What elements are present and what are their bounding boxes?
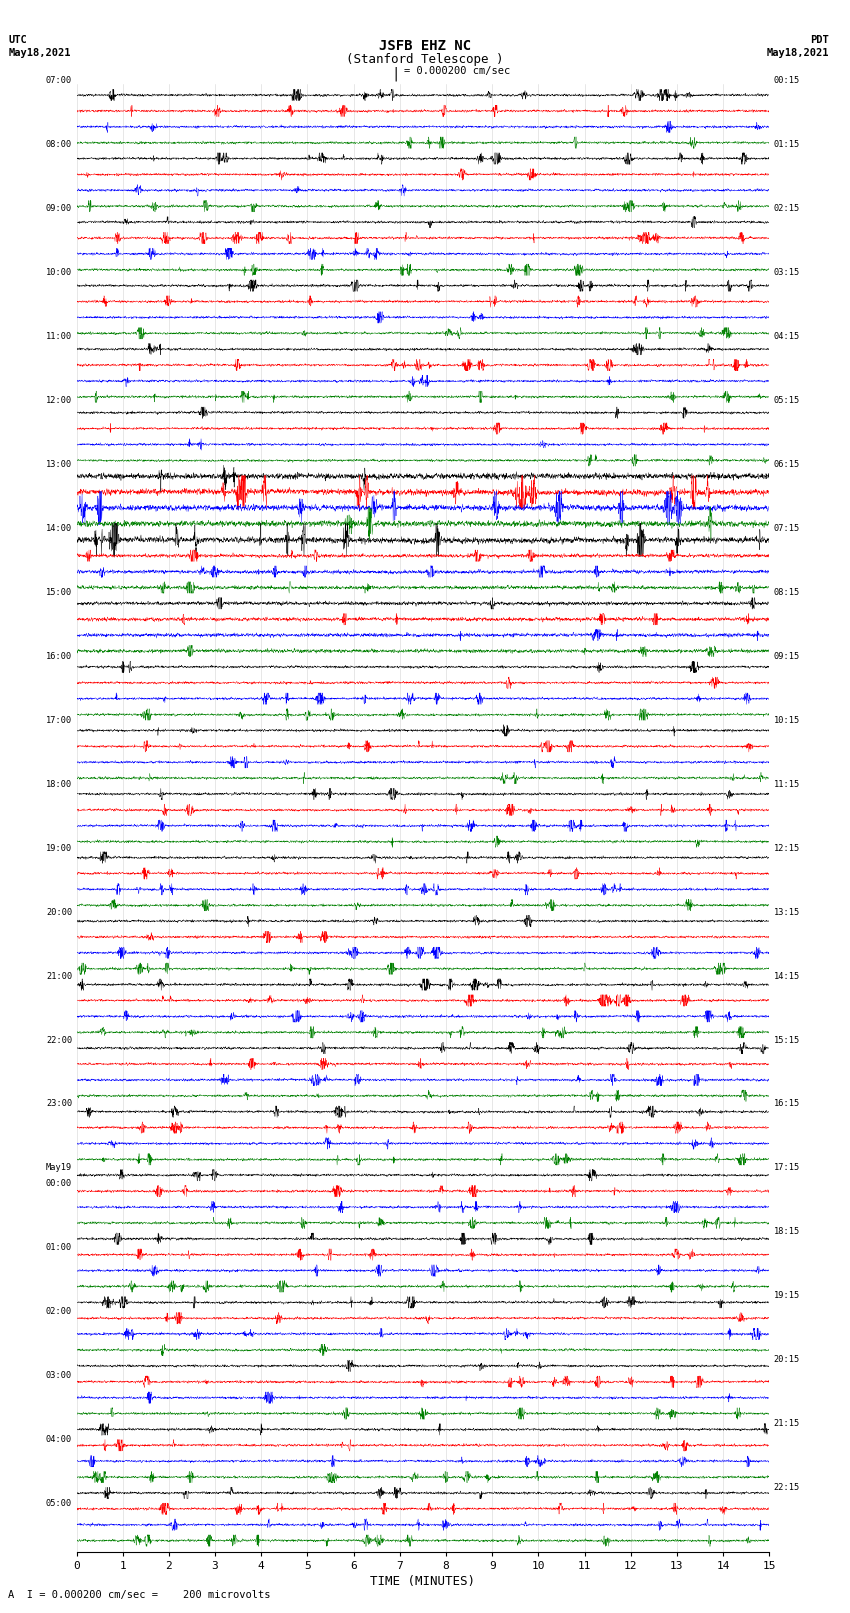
Text: 19:15: 19:15 [774,1292,800,1300]
Text: 17:00: 17:00 [46,716,72,724]
Text: 13:00: 13:00 [46,460,72,469]
Text: 11:00: 11:00 [46,332,72,340]
Text: 15:00: 15:00 [46,587,72,597]
Text: 09:00: 09:00 [46,205,72,213]
X-axis label: TIME (MINUTES): TIME (MINUTES) [371,1574,475,1587]
Text: May19: May19 [46,1163,72,1173]
Text: 09:15: 09:15 [774,652,800,661]
Text: 21:00: 21:00 [46,971,72,981]
Text: (Stanford Telescope ): (Stanford Telescope ) [346,53,504,66]
Text: 02:15: 02:15 [774,205,800,213]
Text: 18:00: 18:00 [46,779,72,789]
Text: 22:15: 22:15 [774,1484,800,1492]
Text: 07:15: 07:15 [774,524,800,532]
Text: = 0.000200 cm/sec: = 0.000200 cm/sec [404,66,510,76]
Text: 08:00: 08:00 [46,140,72,148]
Text: 12:15: 12:15 [774,844,800,853]
Text: 22:00: 22:00 [46,1036,72,1045]
Text: 00:15: 00:15 [774,76,800,85]
Text: May18,2021: May18,2021 [766,48,829,58]
Text: 13:15: 13:15 [774,908,800,916]
Text: A  I = 0.000200 cm/sec =    200 microvolts: A I = 0.000200 cm/sec = 200 microvolts [8,1590,271,1600]
Text: 17:15: 17:15 [774,1163,800,1173]
Text: |: | [391,66,399,81]
Text: 15:15: 15:15 [774,1036,800,1045]
Text: 03:00: 03:00 [46,1371,72,1381]
Text: 10:00: 10:00 [46,268,72,277]
Text: 08:15: 08:15 [774,587,800,597]
Text: 04:15: 04:15 [774,332,800,340]
Text: 10:15: 10:15 [774,716,800,724]
Text: 16:15: 16:15 [774,1100,800,1108]
Text: 07:00: 07:00 [46,76,72,85]
Text: May18,2021: May18,2021 [8,48,71,58]
Text: 21:15: 21:15 [774,1419,800,1428]
Text: 14:15: 14:15 [774,971,800,981]
Text: 11:15: 11:15 [774,779,800,789]
Text: JSFB EHZ NC: JSFB EHZ NC [379,39,471,53]
Text: 01:00: 01:00 [46,1244,72,1252]
Text: 01:15: 01:15 [774,140,800,148]
Text: 12:00: 12:00 [46,395,72,405]
Text: 14:00: 14:00 [46,524,72,532]
Text: 02:00: 02:00 [46,1308,72,1316]
Text: 05:00: 05:00 [46,1498,72,1508]
Text: 06:15: 06:15 [774,460,800,469]
Text: 03:15: 03:15 [774,268,800,277]
Text: 20:15: 20:15 [774,1355,800,1365]
Text: 19:00: 19:00 [46,844,72,853]
Text: UTC: UTC [8,35,27,45]
Text: PDT: PDT [810,35,829,45]
Text: 00:00: 00:00 [46,1179,72,1189]
Text: 18:15: 18:15 [774,1227,800,1237]
Text: 16:00: 16:00 [46,652,72,661]
Text: 05:15: 05:15 [774,395,800,405]
Text: 04:00: 04:00 [46,1436,72,1444]
Text: 23:00: 23:00 [46,1100,72,1108]
Text: 20:00: 20:00 [46,908,72,916]
